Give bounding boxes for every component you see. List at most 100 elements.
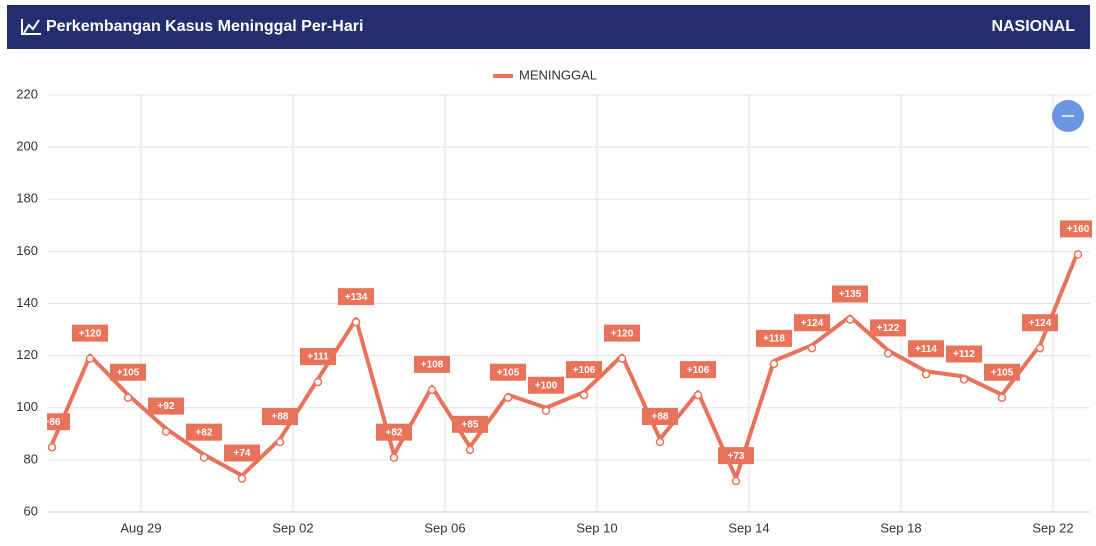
data-label-box: [680, 361, 716, 379]
point-marker: [617, 354, 627, 363]
data-label-box: [110, 363, 146, 381]
header-bar: [7, 5, 1090, 49]
data-label-box: [1060, 220, 1092, 238]
y-tick-label: 100: [16, 399, 38, 414]
point-marker: [959, 375, 969, 384]
point-marker: [1035, 343, 1045, 353]
point-marker: [275, 437, 285, 447]
data-label-box: [908, 340, 944, 358]
point-marker: [199, 453, 209, 462]
y-tick-label: 60: [24, 503, 38, 518]
data-label: +160: [1067, 224, 1090, 235]
data-label-box: [338, 288, 374, 306]
data-label: +118: [763, 333, 785, 344]
data-label: +105: [497, 367, 520, 378]
data-label: +86: [44, 417, 61, 428]
point-marker: [693, 390, 703, 400]
header-region: NASIONAL: [991, 18, 1075, 35]
point-marker: [807, 343, 817, 353]
data-label: +105: [117, 367, 140, 378]
data-label: +122: [877, 323, 900, 334]
point-marker: [465, 445, 475, 455]
data-label-box: [832, 285, 868, 303]
x-tick-label: Sep 10: [576, 520, 617, 535]
y-tick-label: 220: [16, 86, 38, 101]
data-label: +108: [421, 360, 444, 371]
x-tick-label: Sep 18: [880, 520, 921, 535]
data-label-box: [186, 423, 222, 441]
data-label-box: [718, 447, 754, 465]
point-marker: [351, 317, 361, 327]
y-tick-label: 140: [16, 295, 38, 310]
header-title: Perkembangan Kasus Meninggal Per-Hari: [46, 18, 363, 35]
data-label: +73: [728, 451, 745, 462]
data-label: +85: [462, 419, 479, 430]
point-marker: [389, 453, 399, 462]
data-label-box: [300, 348, 336, 366]
data-label-box: [794, 314, 830, 332]
point-marker: [47, 442, 57, 452]
x-tick-label: Sep 06: [424, 520, 465, 535]
data-label-box: [984, 363, 1020, 381]
data-label: +82: [386, 427, 403, 438]
data-label-box: [47, 413, 70, 431]
data-label: +92: [158, 401, 175, 412]
data-label: +135: [839, 289, 862, 300]
point-marker: [769, 359, 779, 369]
data-label: +124: [1029, 318, 1052, 329]
data-label: +88: [272, 412, 289, 423]
point-marker: [503, 393, 513, 402]
data-label: +100: [535, 380, 558, 391]
chart-icon: [21, 19, 41, 35]
point-marker: [731, 476, 741, 486]
point-marker: [579, 390, 589, 400]
point-marker: [237, 474, 247, 483]
data-label-box: [224, 444, 260, 462]
point-marker: [845, 315, 855, 324]
legend-label: MENINGGAL: [519, 67, 597, 82]
data-label-box: [566, 361, 602, 379]
point-marker: [123, 393, 133, 402]
data-label: +120: [611, 328, 634, 339]
x-tick-label: Sep 22: [1032, 520, 1073, 535]
y-tick-label: 160: [16, 243, 38, 258]
data-label: +120: [79, 328, 102, 339]
point-marker: [161, 427, 171, 436]
data-label: +111: [307, 352, 329, 363]
data-label-box: [1022, 314, 1058, 332]
data-label: +106: [687, 365, 710, 376]
data-label: +74: [234, 448, 251, 459]
x-tick-label: Aug 29: [120, 520, 161, 535]
data-label-box: [148, 397, 184, 415]
x-tick-label: Sep 14: [728, 520, 769, 535]
point-marker: [921, 370, 931, 379]
data-label-box: [376, 423, 412, 441]
point-marker: [883, 349, 893, 358]
y-tick-label: 180: [16, 191, 38, 206]
data-label: +114: [915, 344, 937, 355]
data-label-box: [756, 329, 792, 347]
data-label: +88: [652, 412, 669, 423]
data-label: +134: [345, 292, 368, 303]
data-label-box: [946, 345, 982, 363]
data-label-box: [870, 319, 906, 337]
x-tick-label: Sep 02: [272, 520, 313, 535]
data-label-box: [642, 408, 678, 426]
data-label: +124: [801, 318, 824, 329]
data-label: +106: [573, 365, 596, 376]
point-marker: [655, 437, 665, 447]
y-tick-label: 200: [16, 139, 38, 154]
data-label: +105: [991, 367, 1014, 378]
line: [50, 250, 1080, 481]
point-marker: [313, 377, 323, 387]
data-label-box: [414, 355, 450, 373]
point-marker: [541, 406, 551, 415]
point-marker: [997, 393, 1007, 402]
point-marker: [1073, 250, 1083, 259]
y-tick-label: 120: [16, 347, 38, 362]
y-tick-label: 80: [24, 451, 38, 466]
data-label-box: [262, 408, 298, 426]
data-label-box: [490, 363, 526, 381]
data-label-box: [72, 324, 108, 342]
